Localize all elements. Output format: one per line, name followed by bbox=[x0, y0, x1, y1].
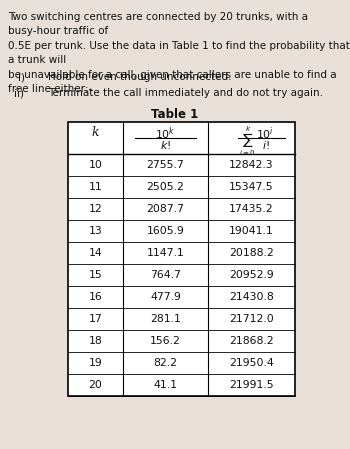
Text: $10^k$: $10^k$ bbox=[155, 125, 176, 141]
Text: 21950.4: 21950.4 bbox=[229, 358, 274, 368]
Text: Two switching centres are connected by 20 trunks, with a busy-hour traffic of
0.: Two switching centres are connected by 2… bbox=[8, 12, 350, 94]
Text: 20188.2: 20188.2 bbox=[229, 248, 274, 258]
Text: 21712.0: 21712.0 bbox=[229, 314, 274, 324]
Text: 17435.2: 17435.2 bbox=[229, 204, 274, 214]
Text: k: k bbox=[92, 126, 99, 139]
Text: $k!$: $k!$ bbox=[160, 139, 171, 151]
Text: 13: 13 bbox=[89, 226, 102, 236]
Text: 21430.8: 21430.8 bbox=[229, 292, 274, 302]
Text: Terminate the call immediately and do not try again.: Terminate the call immediately and do no… bbox=[48, 88, 323, 98]
Text: 11: 11 bbox=[89, 182, 102, 192]
Text: 281.1: 281.1 bbox=[150, 314, 181, 324]
Text: 15: 15 bbox=[89, 270, 102, 280]
Text: 10: 10 bbox=[89, 160, 103, 170]
Text: Hold on even though unconnected.: Hold on even though unconnected. bbox=[48, 72, 231, 82]
Text: 14: 14 bbox=[89, 248, 102, 258]
Text: 16: 16 bbox=[89, 292, 102, 302]
Text: 477.9: 477.9 bbox=[150, 292, 181, 302]
Text: 2755.7: 2755.7 bbox=[147, 160, 184, 170]
Text: 21991.5: 21991.5 bbox=[229, 380, 274, 390]
Text: 19041.1: 19041.1 bbox=[229, 226, 274, 236]
Text: 1147.1: 1147.1 bbox=[147, 248, 184, 258]
Text: 12: 12 bbox=[89, 204, 102, 214]
Text: 20: 20 bbox=[89, 380, 103, 390]
Text: 1605.9: 1605.9 bbox=[147, 226, 184, 236]
Text: $\sum_{i=0}^{k}$: $\sum_{i=0}^{k}$ bbox=[239, 125, 256, 158]
Text: 2087.7: 2087.7 bbox=[147, 204, 184, 214]
Text: $i!$: $i!$ bbox=[262, 139, 270, 151]
Bar bbox=[68, 122, 295, 396]
Text: ii): ii) bbox=[14, 88, 24, 98]
Text: 41.1: 41.1 bbox=[154, 380, 177, 390]
Text: 19: 19 bbox=[89, 358, 102, 368]
Text: 17: 17 bbox=[89, 314, 102, 324]
Text: 15347.5: 15347.5 bbox=[229, 182, 274, 192]
Text: 156.2: 156.2 bbox=[150, 336, 181, 346]
Text: 21868.2: 21868.2 bbox=[229, 336, 274, 346]
Text: 20952.9: 20952.9 bbox=[229, 270, 274, 280]
Text: i): i) bbox=[18, 72, 25, 82]
Text: 12842.3: 12842.3 bbox=[229, 160, 274, 170]
Text: 2505.2: 2505.2 bbox=[147, 182, 184, 192]
Text: 82.2: 82.2 bbox=[154, 358, 177, 368]
Text: $10^i$: $10^i$ bbox=[257, 125, 274, 141]
Text: 764.7: 764.7 bbox=[150, 270, 181, 280]
Text: 18: 18 bbox=[89, 336, 102, 346]
Text: Table 1: Table 1 bbox=[151, 108, 199, 121]
